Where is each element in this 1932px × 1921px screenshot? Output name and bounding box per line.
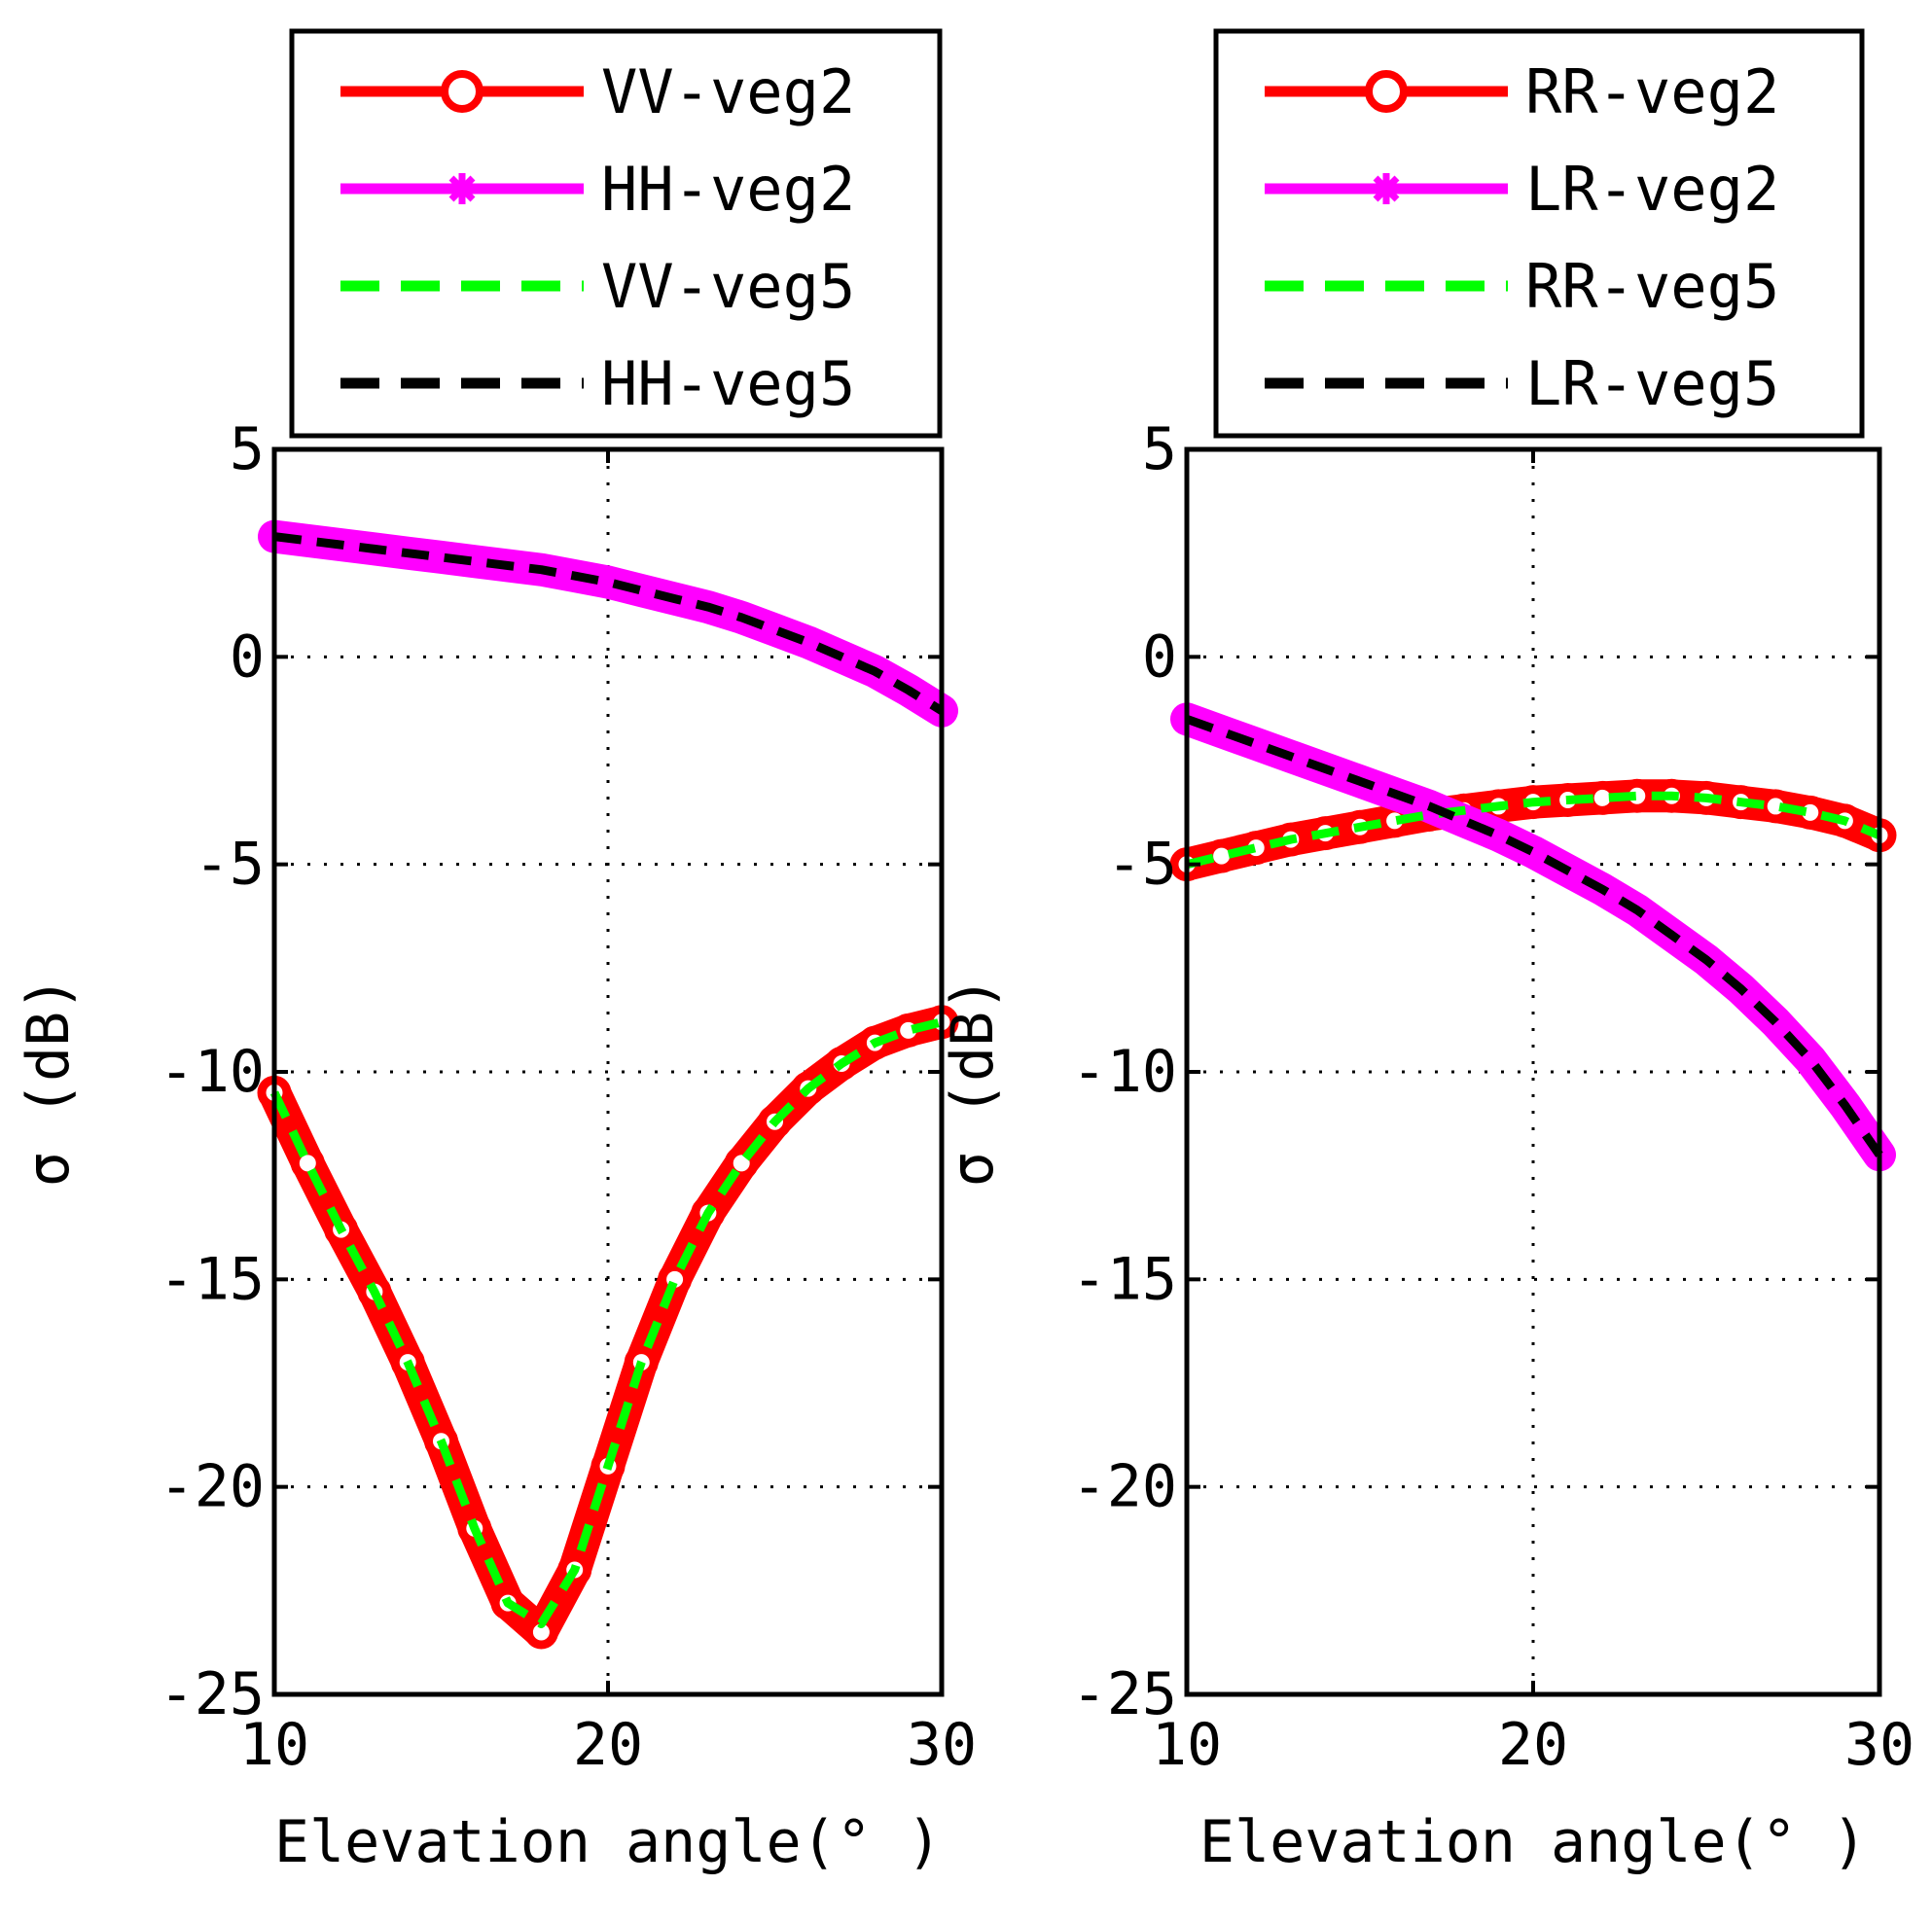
legend-box-right	[1213, 28, 1865, 439]
grid-right	[1187, 449, 1879, 1694]
lr-veg2-marker	[1450, 807, 1477, 834]
y-tick-label-right: -5	[1107, 831, 1177, 899]
lr-veg2-marker	[1208, 719, 1234, 745]
legend-entry-vv-veg5-label: VV-veg5	[601, 251, 855, 322]
lr-veg2-series	[1170, 702, 1896, 1172]
lr-veg5-series	[1185, 715, 1883, 1157]
y-tick-label-right: 0	[1142, 623, 1177, 691]
lr-veg2-marker	[1521, 838, 1546, 865]
x-tick-label-right: 20	[1498, 1711, 1568, 1779]
y-axis-label-right: σ (dB)	[939, 977, 1007, 1188]
chart-left: 10 20 30 5 0 -5 -10 -15 -20 -25 Elevation angle(°…	[15, 28, 978, 1876]
hh-veg2-marker	[595, 569, 621, 595]
y-tick-label-right: -25	[1072, 1660, 1177, 1728]
hh-veg2-marker	[461, 549, 487, 575]
legend-entry-rr-veg5-label: RR-veg5	[1525, 251, 1779, 322]
x-tick-label-right: 10	[1152, 1711, 1222, 1779]
x-tick-label-left: 10	[239, 1711, 309, 1779]
y-tick-label-left: -25	[160, 1660, 265, 1728]
lr-veg2-marker	[1797, 1047, 1823, 1073]
ticks-left: 10 20 30 5 0 -5 -10 -15 -20 -25	[160, 415, 978, 1779]
legend-box-left	[289, 28, 943, 439]
y-tick-label-left: 0	[230, 623, 265, 691]
series-right	[1169, 702, 1897, 1172]
y-axis-label-left: σ (dB)	[15, 977, 83, 1188]
hh-veg2-marker	[295, 527, 321, 553]
hh-veg2-marker	[428, 544, 454, 570]
ticks-right: 10 20 30 5 0 -5 -10 -15 -20 -25	[1072, 415, 1915, 1779]
hh-veg2-marker	[762, 617, 788, 643]
hh-veg5-series	[273, 532, 945, 715]
legend-entry-lr-veg2-label: LR-veg2	[1525, 154, 1779, 225]
lr-veg2-marker	[1243, 730, 1270, 757]
vv-veg5-series	[269, 1017, 944, 1628]
y-tick-label-right: -10	[1072, 1038, 1177, 1106]
y-tick-label-right: -20	[1072, 1453, 1177, 1521]
legend-entry-hh-veg2-marker	[447, 173, 478, 204]
hh-veg2-marker	[795, 629, 821, 656]
x-axis-label-right: Elevation angle(° )	[1199, 1808, 1867, 1876]
rr-veg5-series	[1185, 791, 1881, 870]
legend-entry-lr-veg5-label: LR-veg5	[1525, 348, 1779, 419]
y-tick-label-right: 5	[1142, 415, 1177, 483]
y-tick-label-right: -15	[1072, 1245, 1177, 1313]
x-tick-label-right: 30	[1844, 1711, 1914, 1779]
legend-entry-vv-veg2-marker	[441, 70, 483, 113]
x-axis-label-left: Elevation angle(° )	[274, 1808, 942, 1876]
x-tick-label-left: 20	[573, 1711, 643, 1779]
legend-right: RR-veg2 LR-veg2 RR-veg5 LR-veg5	[1213, 28, 1865, 439]
y-tick-label-left: -15	[160, 1245, 265, 1313]
y-tick-label-left: -10	[160, 1038, 265, 1106]
legend-entry-rr-veg2-marker	[1365, 70, 1408, 113]
legend-entry-hh-veg5-label: HH-veg5	[601, 348, 855, 419]
hh-veg2-marker	[628, 578, 655, 604]
legend-entry-lr-veg2-marker	[1371, 173, 1402, 204]
legend-left: VV-veg2 HH-veg2 VV-veg5 HH-veg5	[289, 28, 943, 439]
x-tick-label-left: 30	[907, 1711, 977, 1779]
y-tick-label-left: -20	[160, 1453, 265, 1521]
y-tick-label-left: -5	[195, 831, 265, 899]
legend-entry-hh-veg2-label: HH-veg2	[601, 154, 855, 225]
hh-veg2-series	[258, 519, 958, 728]
y-tick-label-left: 5	[230, 415, 265, 483]
lr-veg2-marker	[1485, 822, 1512, 848]
series-left	[257, 519, 959, 1650]
chart-right: 10 20 30 5 0 -5 -10 -15 -20 -25 Elevation angle(°…	[939, 28, 1915, 1876]
legend-entry-vv-veg2-label: VV-veg2	[601, 56, 855, 127]
legend-entry-rr-veg2-label: RR-veg2	[1525, 56, 1779, 127]
